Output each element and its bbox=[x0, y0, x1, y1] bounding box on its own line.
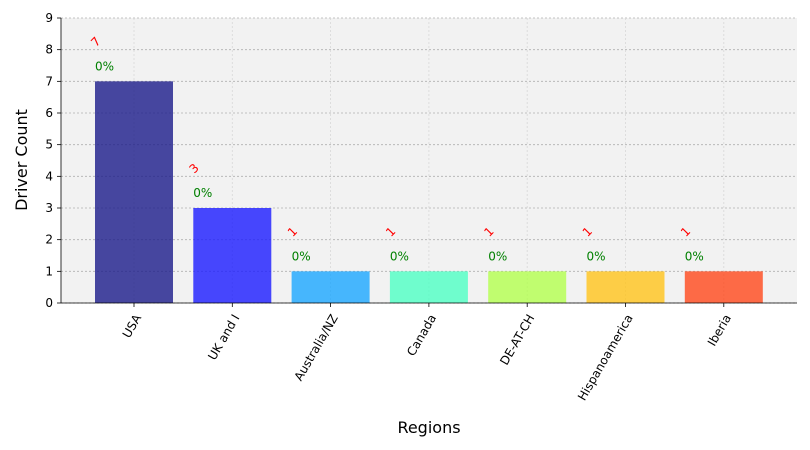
x-tick-label: Iberia bbox=[705, 312, 734, 349]
y-tick-label: 9 bbox=[45, 11, 53, 25]
percent-label: 0% bbox=[193, 186, 212, 200]
bar-australia-nz bbox=[291, 271, 370, 303]
percent-label: 0% bbox=[488, 249, 507, 263]
percent-label: 0% bbox=[95, 59, 114, 73]
y-axis-label: Driver Count bbox=[12, 109, 31, 211]
bar-de-at-ch bbox=[488, 271, 567, 303]
y-tick-label: 8 bbox=[45, 43, 53, 57]
y-tick-label: 4 bbox=[45, 169, 53, 183]
y-tick-label: 0 bbox=[45, 296, 53, 310]
percent-label: 0% bbox=[292, 249, 311, 263]
x-tick-labels: USA UK and I Australia/NZ Canada DE-AT-CH His… bbox=[120, 303, 734, 403]
bar-iberia bbox=[684, 271, 763, 303]
bars bbox=[95, 81, 763, 303]
y-tick-label: 2 bbox=[45, 233, 53, 247]
percent-label: 0% bbox=[685, 249, 704, 263]
bar-hispanoamerica bbox=[586, 271, 665, 303]
x-tick-label: Australia/NZ bbox=[292, 312, 341, 383]
bar-usa bbox=[95, 81, 173, 303]
y-tick-label: 6 bbox=[45, 106, 53, 120]
x-axis-label: Regions bbox=[397, 418, 460, 437]
percent-label: 0% bbox=[390, 249, 409, 263]
x-tick-label: DE-AT-CH bbox=[497, 312, 537, 368]
bar-canada bbox=[389, 271, 468, 303]
y-tick-labels: 0 1 2 3 4 5 6 7 8 9 bbox=[45, 11, 61, 310]
x-tick-label: USA bbox=[120, 311, 145, 340]
x-tick-label: UK and I bbox=[205, 312, 242, 363]
x-tick-label: Hispanoamerica bbox=[575, 312, 636, 403]
y-tick-label: 5 bbox=[45, 138, 53, 152]
x-tick-label: Canada bbox=[404, 312, 439, 359]
bar-uk-and-i bbox=[193, 208, 272, 303]
y-tick-label: 7 bbox=[45, 74, 53, 88]
y-tick-label: 3 bbox=[45, 201, 53, 215]
percent-label: 0% bbox=[587, 249, 606, 263]
y-tick-label: 1 bbox=[45, 264, 53, 278]
